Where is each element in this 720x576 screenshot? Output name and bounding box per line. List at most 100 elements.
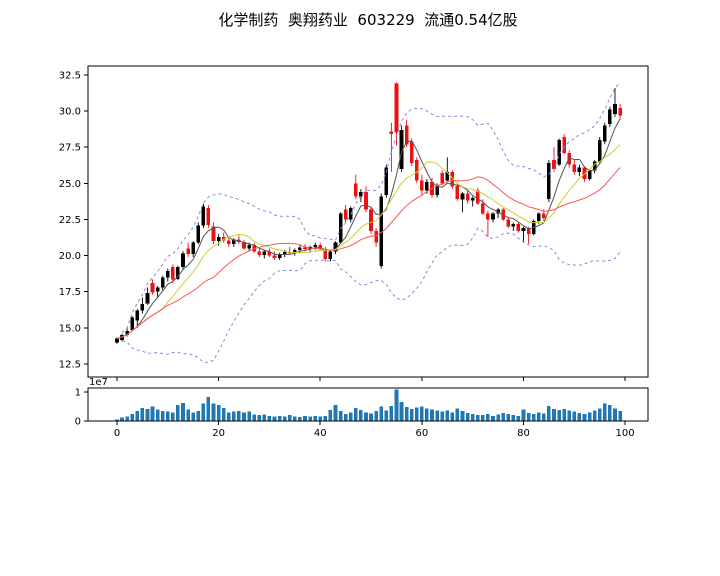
candle-body <box>176 267 180 279</box>
volume-bar <box>394 389 399 421</box>
candle-body <box>399 129 404 169</box>
volume-bar <box>282 416 287 421</box>
volume-bar <box>333 405 338 421</box>
candle-body <box>135 310 140 321</box>
candle-body <box>221 236 226 241</box>
index-tick-label: 80 <box>517 428 530 439</box>
volume-bar <box>221 408 226 421</box>
candle-body <box>501 209 505 220</box>
volume-bar <box>359 410 363 421</box>
candle-body <box>481 203 485 214</box>
candle-body <box>562 137 566 153</box>
volume-bar <box>542 413 546 421</box>
candle-body <box>318 244 322 250</box>
index-tick-label: 40 <box>314 428 327 439</box>
volume-bar <box>232 411 236 421</box>
volume-bar <box>364 412 368 421</box>
volume-bar <box>313 416 317 421</box>
volume-bar <box>592 410 597 421</box>
volume-bar <box>486 414 490 421</box>
volume-bar <box>323 415 328 421</box>
volume-bar <box>191 412 195 421</box>
price-tick-label: 17.5 <box>59 287 81 298</box>
volume-bar <box>166 411 170 421</box>
volume-bar <box>470 414 475 421</box>
chart-title: 化学制药 奥翔药业 603229 流通0.54亿股 <box>218 11 518 29</box>
volume-bar <box>582 414 587 421</box>
volume-bar <box>531 414 536 421</box>
candle-body <box>582 167 587 180</box>
candle-body <box>115 338 119 343</box>
candle-body <box>389 131 394 135</box>
candle-body <box>257 251 262 255</box>
candle-body <box>374 231 378 243</box>
volume-bar <box>430 409 434 421</box>
volume-bar <box>587 412 592 421</box>
candle-body <box>379 196 383 266</box>
volume-bar <box>211 403 216 421</box>
index-tick-label: 20 <box>212 428 225 439</box>
candle-body <box>526 228 531 234</box>
candle-body <box>298 247 302 250</box>
volume-bar <box>501 412 505 421</box>
candle-body <box>171 267 175 280</box>
bollinger-upper-band <box>121 82 621 334</box>
candle-body <box>435 184 439 195</box>
volume-tick-label: 1 <box>75 388 81 399</box>
volume-bar <box>186 409 190 421</box>
candle-body <box>542 213 546 218</box>
volume-bar <box>262 414 267 421</box>
candle-body <box>450 171 455 187</box>
candle-body <box>216 236 221 242</box>
candle-body <box>465 193 470 201</box>
volume-bar <box>379 406 383 421</box>
candle-body <box>455 186 460 200</box>
candle-body <box>242 241 246 249</box>
volume-bar <box>303 415 307 421</box>
candle-body <box>394 83 399 133</box>
price-tick-label: 30.0 <box>59 107 81 118</box>
volume-bar <box>308 416 312 421</box>
candle-body <box>552 160 556 169</box>
volume-bar <box>176 405 180 421</box>
candle-body <box>618 108 622 116</box>
candle-body <box>603 125 607 142</box>
volume-bar <box>181 403 185 421</box>
volume-bar <box>343 413 348 421</box>
volume-bar <box>567 410 571 421</box>
candle-body <box>232 239 236 244</box>
candle-body <box>536 213 541 221</box>
candle-body <box>333 242 338 252</box>
volume-bar <box>521 409 526 421</box>
volume-bar <box>206 397 211 421</box>
candle-body <box>486 213 490 220</box>
volume-bar <box>496 414 500 421</box>
candle-body <box>247 244 251 249</box>
volume-bar <box>435 410 439 421</box>
volume-bar <box>455 408 460 421</box>
volume-bar <box>465 412 470 421</box>
volume-bar <box>511 415 516 421</box>
candle-body <box>282 252 287 255</box>
volume-bars <box>115 389 622 421</box>
volume-bar <box>196 410 201 421</box>
candle-body <box>440 173 444 184</box>
candle-body <box>252 244 256 252</box>
candle-body <box>511 223 516 227</box>
price-panel-frame: 12.5 15.0 17.5 20.0 22.5 25.0 27.5 30.0 32.5 <box>59 65 649 381</box>
candle-body <box>460 193 465 200</box>
candle-body <box>420 180 424 191</box>
volume-bar <box>287 415 292 421</box>
volume-bar <box>491 415 495 421</box>
volume-bar <box>155 409 160 421</box>
volume-bar <box>257 415 262 421</box>
candle-body <box>592 161 597 171</box>
volume-scale-label: 1e7 <box>89 377 108 388</box>
volume-bar <box>369 413 373 421</box>
candle-body <box>125 330 129 336</box>
candle-body <box>150 283 155 293</box>
candle-body <box>186 248 190 255</box>
volume-bar <box>597 408 602 421</box>
candle-body <box>262 251 267 255</box>
